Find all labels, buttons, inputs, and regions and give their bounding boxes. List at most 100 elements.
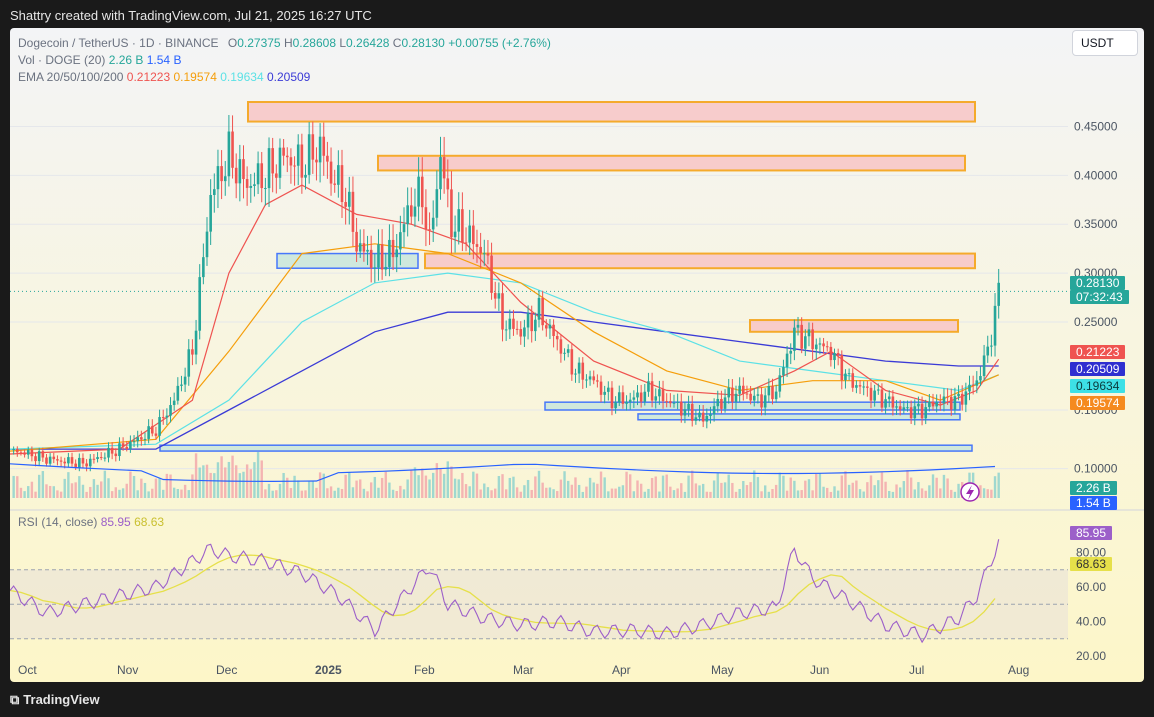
candle-body	[887, 396, 891, 400]
rsi-tick-label: 60.00	[1076, 580, 1106, 594]
candle-body	[949, 396, 953, 410]
candle-body	[818, 343, 822, 345]
x-tick-label: Feb	[414, 663, 435, 677]
candle-body	[607, 387, 610, 392]
volume-bar	[494, 488, 497, 498]
volume-bar	[658, 491, 661, 498]
candle-body	[814, 344, 818, 350]
candle-body	[92, 458, 96, 460]
candle-body	[85, 463, 88, 467]
resistance-zone	[247, 101, 976, 123]
candle-body	[118, 443, 121, 457]
volume-bar	[209, 472, 212, 498]
candle-body	[172, 400, 176, 406]
candle-body	[833, 353, 836, 361]
candle-body	[526, 313, 530, 328]
candle-body	[285, 155, 289, 158]
candle-body	[895, 406, 898, 408]
candle-body	[917, 403, 920, 407]
candle-body	[380, 244, 384, 270]
candle-body	[508, 318, 512, 330]
lightning-icon[interactable]	[960, 482, 980, 502]
ema20-value: 0.21223	[126, 70, 171, 84]
candle-body	[858, 385, 862, 387]
candle-body	[486, 253, 490, 256]
volume-bar	[950, 489, 953, 498]
legend-high: 0.28608	[292, 36, 337, 50]
volume-bar	[369, 482, 373, 498]
volume-bar	[264, 489, 267, 498]
candle-body	[636, 392, 639, 398]
volume-bar	[256, 452, 260, 498]
footer: ⧉ TradingView	[0, 684, 1154, 717]
candle-body	[782, 367, 785, 376]
volume-bar	[483, 483, 486, 498]
candle-body	[939, 402, 942, 404]
candle-body	[107, 447, 110, 458]
volume-bar	[213, 473, 216, 498]
candle-body	[15, 448, 19, 453]
ema100-tag: 0.19634	[1070, 379, 1126, 393]
candle-body	[180, 384, 183, 386]
volume-bar	[603, 477, 606, 498]
volume-bar	[158, 478, 161, 498]
volume-bar	[836, 490, 840, 498]
volume-bar	[957, 483, 960, 498]
candle-body	[738, 385, 741, 394]
tradingview-logo[interactable]: ⧉ TradingView	[10, 692, 100, 707]
candle-body	[745, 393, 749, 395]
volume-bar	[705, 491, 709, 498]
y-tick-label: 0.10000	[1074, 462, 1118, 476]
x-tick-label: Oct	[18, 663, 37, 677]
volume-bar	[833, 486, 836, 498]
rsi-tick-label: 20.00	[1076, 649, 1106, 663]
ema50-value: 0.19574	[173, 70, 217, 84]
volume-bar	[694, 483, 698, 498]
candle-body	[23, 452, 26, 455]
candle-body	[723, 397, 727, 409]
volume-bar	[140, 478, 143, 498]
volume-bar	[278, 483, 282, 498]
volume-bar	[669, 486, 672, 498]
volume-bar	[162, 489, 165, 498]
legend-volume-row: Vol · DOGE (20) 2.26 B 1.54 B	[18, 53, 181, 67]
volume-bar	[96, 484, 99, 498]
currency-unit-button[interactable]: USDT	[1072, 30, 1138, 56]
volume-bar	[439, 467, 442, 498]
candle-body	[774, 391, 778, 400]
candle-body	[504, 329, 508, 331]
candle-body	[990, 345, 993, 347]
price-chart[interactable]: 0.450000.400000.350000.300000.250000.160…	[10, 28, 1144, 682]
volume-bar	[858, 489, 862, 498]
candle-body	[296, 144, 300, 166]
candle-body	[472, 225, 475, 245]
candle-body	[749, 393, 752, 401]
candle-body	[67, 457, 70, 464]
volume-bar	[913, 489, 916, 498]
volume-bar	[683, 491, 687, 498]
candle-body	[705, 416, 709, 422]
candle-body	[515, 328, 519, 330]
candle-body	[70, 457, 74, 464]
candle-body	[399, 232, 402, 250]
volume-bar	[329, 486, 333, 498]
volume-bar	[260, 460, 263, 498]
volume-bar	[78, 476, 81, 498]
candle-body	[329, 161, 333, 184]
rsi-value: 85.95	[100, 515, 131, 529]
candle-body	[377, 244, 380, 268]
candle-body	[435, 189, 439, 218]
volume-bar	[464, 484, 468, 498]
volume-bar	[12, 475, 15, 498]
candle-body	[566, 349, 570, 353]
volume-bar	[118, 489, 121, 498]
candle-body	[242, 159, 245, 180]
candle-body	[304, 174, 307, 178]
candle-body	[275, 173, 278, 178]
volume-bar	[293, 475, 296, 498]
candle-body	[924, 407, 928, 419]
candle-body	[647, 381, 650, 392]
candle-body	[796, 324, 800, 328]
volume-bar	[680, 483, 683, 498]
candle-body	[340, 165, 344, 203]
